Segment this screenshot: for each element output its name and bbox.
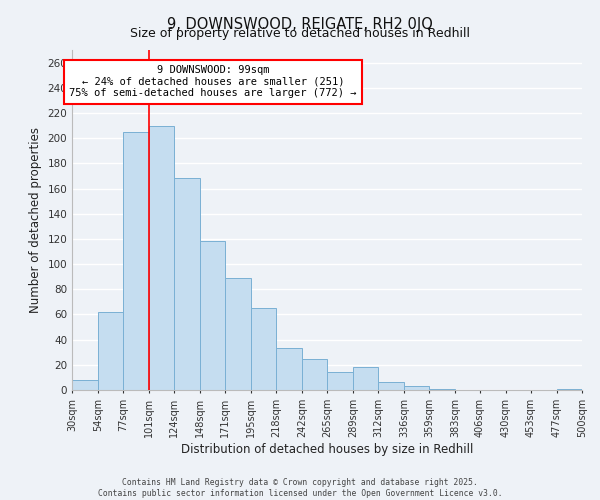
Bar <box>327 372 353 390</box>
Bar <box>98 312 123 390</box>
Bar <box>200 242 225 390</box>
Bar <box>149 126 174 390</box>
X-axis label: Distribution of detached houses by size in Redhill: Distribution of detached houses by size … <box>181 442 473 456</box>
Text: 9 DOWNSWOOD: 99sqm
← 24% of detached houses are smaller (251)
75% of semi-detach: 9 DOWNSWOOD: 99sqm ← 24% of detached hou… <box>70 65 357 98</box>
Bar <box>378 382 404 390</box>
Bar <box>557 388 582 390</box>
Bar <box>353 368 378 390</box>
Text: Size of property relative to detached houses in Redhill: Size of property relative to detached ho… <box>130 28 470 40</box>
Bar <box>429 388 455 390</box>
Text: 9, DOWNSWOOD, REIGATE, RH2 0JQ: 9, DOWNSWOOD, REIGATE, RH2 0JQ <box>167 18 433 32</box>
Bar <box>225 278 251 390</box>
Bar <box>174 178 200 390</box>
Bar <box>251 308 276 390</box>
Bar <box>302 358 327 390</box>
Text: Contains HM Land Registry data © Crown copyright and database right 2025.
Contai: Contains HM Land Registry data © Crown c… <box>98 478 502 498</box>
Y-axis label: Number of detached properties: Number of detached properties <box>29 127 42 313</box>
Bar <box>404 386 429 390</box>
Bar <box>123 132 149 390</box>
Bar <box>276 348 302 390</box>
Bar <box>72 380 98 390</box>
